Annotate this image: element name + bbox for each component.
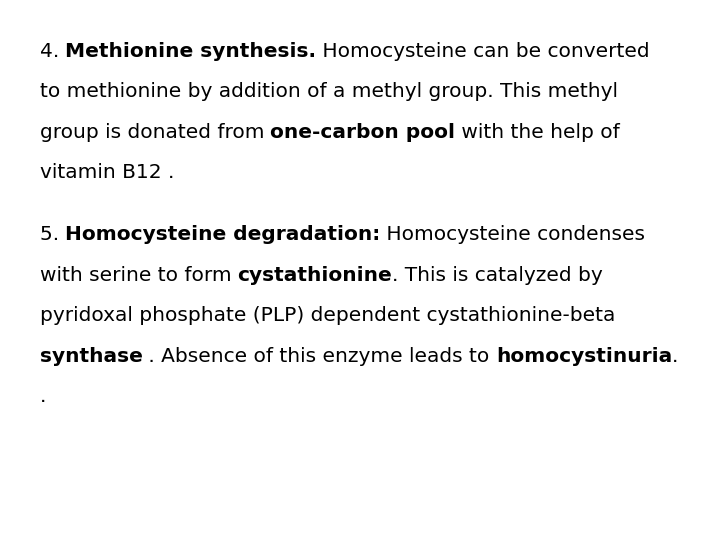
Text: .: . [672,347,679,366]
Text: Methionine synthesis.: Methionine synthesis. [66,42,316,60]
Text: to methionine by addition of a methyl group. This methyl: to methionine by addition of a methyl gr… [40,82,618,101]
Text: with serine to form: with serine to form [40,266,238,285]
Text: . Absence of this enzyme leads to: . Absence of this enzyme leads to [143,347,496,366]
Text: Homocysteine can be converted: Homocysteine can be converted [316,42,650,60]
Text: 4.: 4. [40,42,66,60]
Text: vitamin B12 .: vitamin B12 . [40,163,174,182]
Text: Homocysteine degradation:: Homocysteine degradation: [65,225,380,244]
Text: .: . [40,387,46,406]
Text: synthase: synthase [40,347,143,366]
Text: cystathionine: cystathionine [238,266,392,285]
Text: group is donated from: group is donated from [40,123,271,141]
Text: Homocysteine condenses: Homocysteine condenses [380,225,645,244]
Text: pyridoxal phosphate (PLP) dependent cystathionine-beta: pyridoxal phosphate (PLP) dependent cyst… [40,306,615,325]
Text: 5.: 5. [40,225,65,244]
Text: with the help of: with the help of [456,123,620,141]
Text: homocystinuria: homocystinuria [496,347,672,366]
Text: one-carbon pool: one-carbon pool [271,123,456,141]
Text: . This is catalyzed by: . This is catalyzed by [392,266,603,285]
